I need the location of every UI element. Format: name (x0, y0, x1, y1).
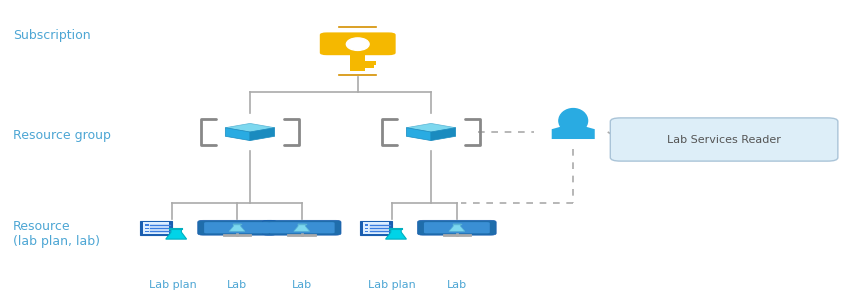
Polygon shape (406, 128, 430, 141)
Text: Lab: Lab (446, 280, 467, 290)
FancyBboxPatch shape (197, 220, 276, 235)
Ellipse shape (558, 109, 587, 133)
Bar (364, 231, 368, 232)
FancyBboxPatch shape (610, 118, 837, 161)
Polygon shape (449, 224, 464, 231)
FancyBboxPatch shape (417, 220, 496, 235)
Ellipse shape (288, 234, 314, 236)
Ellipse shape (346, 38, 369, 50)
Polygon shape (430, 128, 455, 141)
Polygon shape (225, 123, 275, 132)
Bar (145, 228, 148, 229)
Polygon shape (406, 123, 455, 132)
Ellipse shape (443, 234, 469, 236)
Polygon shape (165, 229, 186, 239)
Text: Lab plan: Lab plan (368, 280, 416, 290)
Polygon shape (551, 125, 594, 139)
Bar (145, 224, 148, 226)
FancyBboxPatch shape (424, 222, 489, 233)
Polygon shape (225, 128, 250, 141)
Bar (364, 61, 376, 65)
FancyBboxPatch shape (143, 222, 169, 234)
Polygon shape (250, 128, 275, 141)
Text: Resource
(lab plan, lab): Resource (lab plan, lab) (13, 220, 100, 248)
Polygon shape (294, 224, 309, 231)
Bar (364, 65, 373, 68)
Text: Lab plan: Lab plan (148, 280, 196, 290)
Text: Subscription: Subscription (13, 29, 90, 43)
FancyBboxPatch shape (360, 221, 392, 236)
Text: Resource group: Resource group (13, 128, 111, 142)
FancyBboxPatch shape (140, 221, 172, 236)
Ellipse shape (224, 234, 250, 236)
Text: Lab Services Reader: Lab Services Reader (666, 134, 780, 145)
FancyBboxPatch shape (350, 53, 364, 71)
FancyBboxPatch shape (204, 222, 269, 233)
Polygon shape (385, 229, 406, 239)
Text: Lab: Lab (291, 280, 312, 290)
Polygon shape (229, 224, 245, 231)
Text: Lab: Lab (226, 280, 247, 290)
Bar (364, 228, 368, 229)
Bar (364, 224, 368, 226)
FancyBboxPatch shape (362, 222, 388, 234)
FancyBboxPatch shape (269, 222, 334, 233)
FancyBboxPatch shape (319, 32, 395, 55)
Bar (145, 231, 148, 232)
FancyBboxPatch shape (262, 220, 341, 235)
